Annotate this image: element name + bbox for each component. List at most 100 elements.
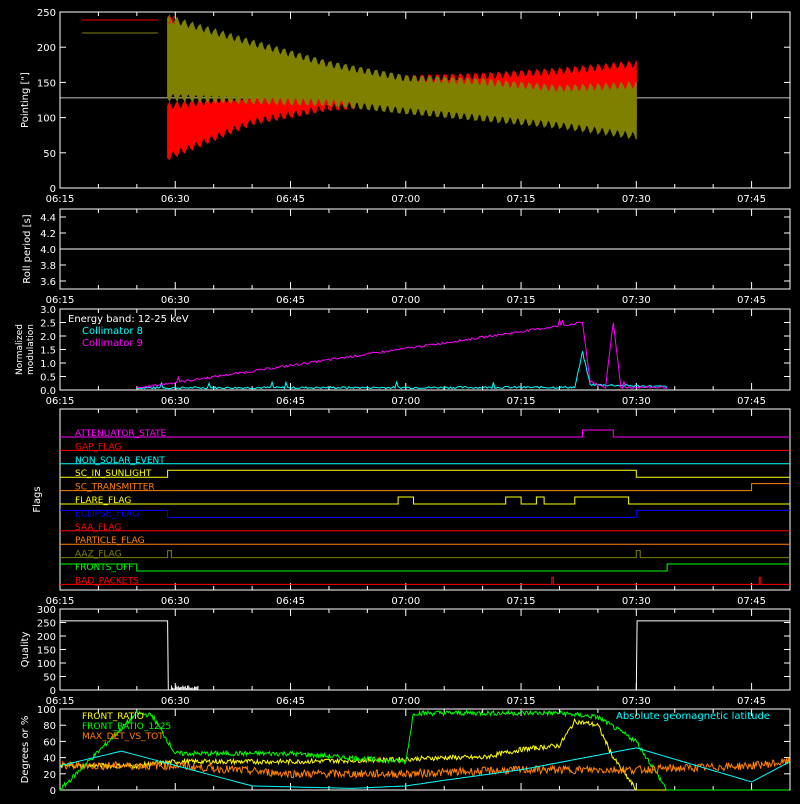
roll-time-label: 06:15 <box>46 295 75 306</box>
flag-line-flare_flag <box>60 496 790 505</box>
flags-time-label: 06:15 <box>46 596 75 607</box>
flag-label: AAZ_FLAG <box>75 550 122 560</box>
flag-line-fronts_off <box>60 563 790 572</box>
modulation-time-label: 07:15 <box>507 396 536 407</box>
ratios-ylabel: Degrees or % <box>20 716 31 784</box>
modulation-y-tick-label: 1.5 <box>40 346 56 357</box>
roll-y-tick-label: 4.4 <box>40 213 56 224</box>
ratios-y-tick-label: 40 <box>43 754 56 765</box>
modulation-legend-label: Collimator 9 <box>82 338 143 349</box>
pointing-ylabel: Pointing ["] <box>20 72 31 128</box>
ratios-legend-label: FRONT_RATIO_1225 <box>82 722 171 732</box>
pointing-y-tick-label: 150 <box>37 78 56 89</box>
modulation-y-tick-label: 0.5 <box>40 373 56 384</box>
roll-time-label: 06:45 <box>276 295 305 306</box>
ratios-y-tick-label: 20 <box>43 770 56 781</box>
ratios-y-tick-label: 80 <box>43 721 56 732</box>
flag-label: BAD_PACKETS <box>75 576 139 586</box>
flag-line-bad_packets <box>60 576 790 585</box>
ratios-frame <box>59 708 791 791</box>
roll-time-label: 06:30 <box>161 295 190 306</box>
modulation-y-tick-label: 2.0 <box>40 332 56 343</box>
quality-time-label: 07:30 <box>622 696 651 707</box>
quality-time-label: 06:30 <box>161 696 190 707</box>
flag-label: SC_IN_SUNLIGHT <box>75 469 152 479</box>
quality-ylabel: Quality <box>20 632 31 668</box>
flags-time-label: 07:45 <box>737 596 766 607</box>
quality-time-label: 06:15 <box>46 696 75 707</box>
flag-line-sc_transmitter <box>60 483 790 492</box>
modulation-series-8 <box>136 351 668 390</box>
pointing-time-label: 06:15 <box>46 194 75 205</box>
modulation-y-tick-label: 1.0 <box>40 359 56 370</box>
pointing-y-tick-label: 50 <box>43 149 56 160</box>
ratios-y-tick-label: 0 <box>50 786 56 797</box>
flag-label: NON_SOLAR_EVENT <box>75 456 165 466</box>
ratios-y-tick-label: 60 <box>43 737 56 748</box>
quality-y-tick-label: 0 <box>50 686 56 697</box>
modulation-time-label: 06:15 <box>46 396 75 407</box>
pointing-time-label: 07:15 <box>507 194 536 205</box>
modulation-y-tick-label: 0.0 <box>40 386 56 397</box>
modulation-time-label: 07:30 <box>622 396 651 407</box>
pointing-y-tick-label: 200 <box>37 43 56 54</box>
pointing-frame <box>59 11 791 189</box>
flag-line-aaz_flag <box>60 550 790 559</box>
flag-label: GAP_FLAG <box>75 442 121 452</box>
modulation-time-label: 06:45 <box>276 396 305 407</box>
flag-label: ECLIPSE_FLAG <box>75 509 139 519</box>
flag-line-eclipse_flag <box>60 509 790 518</box>
modulation-series-9 <box>136 317 668 389</box>
modulation-time-label: 06:30 <box>161 396 190 407</box>
roll-y-tick-label: 3.8 <box>40 261 56 272</box>
roll-time-label: 07:15 <box>507 295 536 306</box>
pointing-time-label: 06:45 <box>276 194 305 205</box>
flags-time-label: 07:15 <box>507 596 536 607</box>
flags-ylabel: Flags <box>32 486 43 512</box>
quality-time-label: 07:45 <box>737 696 766 707</box>
pointing-legend-label: X <box>168 14 176 27</box>
pointing-y-tick-label: 100 <box>37 114 56 125</box>
roll-y-tick-label: 4.2 <box>40 229 56 240</box>
pointing-time-label: 07:30 <box>622 194 651 205</box>
quality-time-label: 07:00 <box>391 696 420 707</box>
quality-y-tick-label: 250 <box>37 619 56 630</box>
quality-y-tick-label: 300 <box>37 605 56 616</box>
roll-ylabel: Roll period [s] <box>22 214 33 283</box>
flag-label: FRONTS_OFF <box>75 563 133 573</box>
roll-time-label: 07:45 <box>737 295 766 306</box>
quality-y-tick-label: 150 <box>37 646 56 657</box>
roll-y-tick-label: 3.6 <box>40 277 56 288</box>
modulation-legend-title: Energy band: 12-25 keV <box>68 314 189 325</box>
flag-line-attenuator_state <box>60 429 790 438</box>
modulation-y-tick-label: 3.0 <box>40 305 56 316</box>
flag-line-sc_in_sunlight <box>60 469 790 478</box>
pointing-time-label: 07:45 <box>737 194 766 205</box>
flag-label: SAA_FLAG <box>75 523 121 533</box>
flags-frame <box>59 408 791 591</box>
ratios-right-legend: Absolute geomagnetic latitude <box>616 711 770 722</box>
roll-y-tick-label: 4.0 <box>40 245 56 256</box>
quality-y-tick-label: 50 <box>43 673 56 684</box>
modulation-legend-label: Collimator 8 <box>82 326 143 337</box>
flags-time-label: 07:00 <box>391 596 420 607</box>
modulation-y-tick-label: 2.5 <box>40 319 56 330</box>
quality-y-tick-label: 100 <box>37 659 56 670</box>
roll-time-label: 07:00 <box>391 295 420 306</box>
flags-time-label: 06:30 <box>161 596 190 607</box>
modulation-ylabel-1: Normalized <box>15 324 25 375</box>
pointing-legend-label: Y <box>167 27 175 40</box>
quality-line <box>60 620 790 691</box>
quality-time-label: 06:45 <box>276 696 305 707</box>
roll-time-label: 07:30 <box>622 295 651 306</box>
flag-label: ATTENUATOR_STATE <box>75 429 167 439</box>
quality-y-tick-label: 200 <box>37 632 56 643</box>
flag-label: FLARE_FLAG <box>75 496 131 506</box>
ratios-y-tick-label: 100 <box>37 705 56 716</box>
modulation-time-label: 07:00 <box>391 396 420 407</box>
quality-time-label: 07:15 <box>507 696 536 707</box>
flags-time-label: 07:30 <box>622 596 651 607</box>
ratios-series-absolute-geomagnetic-latitude <box>59 747 791 789</box>
